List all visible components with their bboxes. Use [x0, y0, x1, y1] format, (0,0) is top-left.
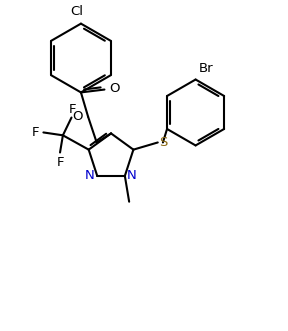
Text: N: N	[127, 169, 137, 182]
Text: N: N	[85, 169, 95, 182]
Text: O: O	[73, 110, 83, 123]
Text: F: F	[56, 156, 64, 169]
Text: F: F	[69, 103, 77, 116]
Text: Br: Br	[199, 62, 214, 75]
Text: Cl: Cl	[70, 6, 83, 19]
Text: O: O	[110, 82, 120, 95]
Text: F: F	[32, 126, 39, 139]
Text: S: S	[159, 136, 168, 149]
